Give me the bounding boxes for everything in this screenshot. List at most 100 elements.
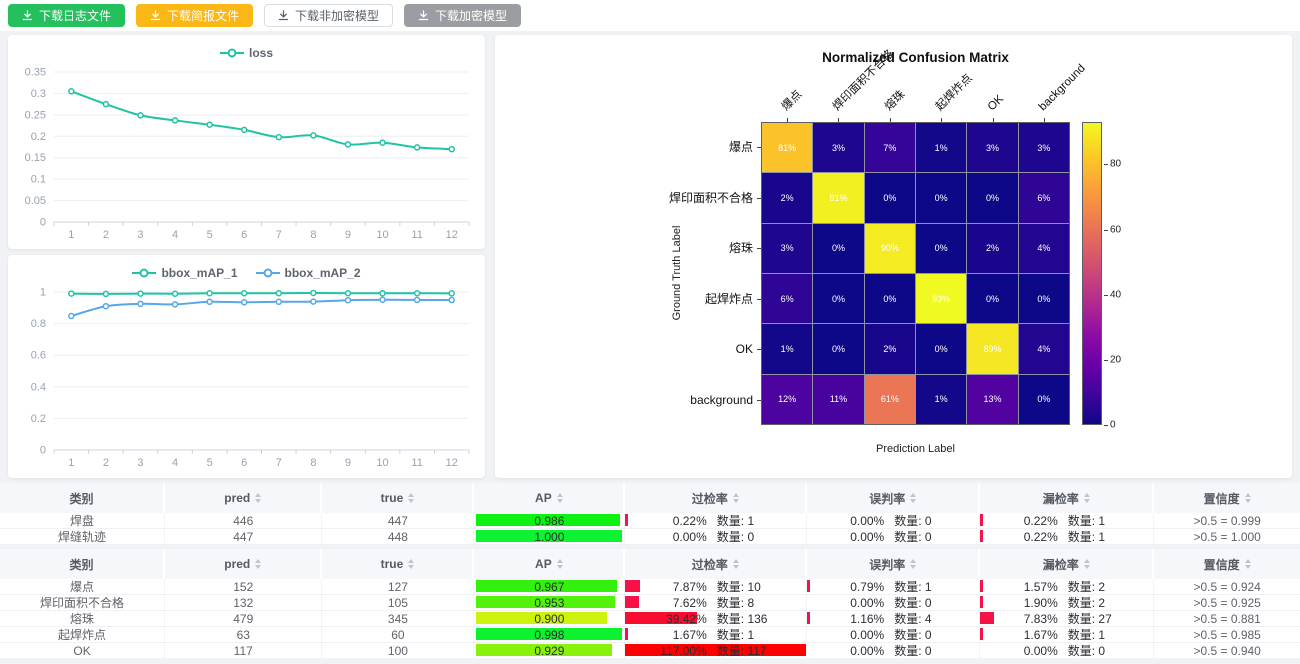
- rate-bar: [807, 612, 811, 624]
- pred-cell: 446: [165, 513, 323, 529]
- download-log-button[interactable]: 下载日志文件: [8, 4, 126, 27]
- rate-cell: 117.00% 数量: 117: [625, 643, 808, 659]
- column-header[interactable]: 漏检率: [980, 549, 1155, 579]
- confusion-matrix-title: Normalized Confusion Matrix: [822, 50, 1009, 65]
- column-header[interactable]: pred: [165, 549, 323, 579]
- column-header[interactable]: true: [322, 483, 475, 513]
- ap-cell: 1.000: [474, 529, 626, 545]
- column-header[interactable]: 误判率: [807, 549, 981, 579]
- rate-percent: 0.00%: [850, 627, 885, 642]
- loss-chart-card: loss 0 0.05 0.1 0.15 0.2 0.25 0.3 0.35 1 2 3 4 5 6 7 8 9…: [8, 35, 485, 249]
- sort-caret-icon[interactable]: [1083, 559, 1090, 569]
- true-cell: 100: [322, 643, 475, 659]
- rate-cell: 1.16% 数量: 4: [807, 611, 981, 627]
- rate-bar: [980, 514, 984, 526]
- button-label: 下载简报文件: [167, 9, 240, 23]
- sort-caret-icon[interactable]: [556, 493, 563, 503]
- sort-caret-icon[interactable]: [910, 559, 917, 569]
- column-header[interactable]: 漏检率: [980, 483, 1155, 513]
- main-content: loss 0 0.05 0.1 0.15 0.2 0.25 0.3 0.35 1 2 3 4 5 6 7 8 9…: [0, 31, 1300, 478]
- svg-text:12: 12: [446, 457, 458, 469]
- table-row: 爆点 152 127 0.967 7.87% 数量: 10 0.79% 数量: 1 1.57% 数…: [0, 579, 1300, 595]
- download-report-button[interactable]: 下载简报文件: [136, 4, 254, 27]
- matrix-cell: 0%: [915, 223, 967, 273]
- matrix-row-label: OK: [735, 342, 753, 357]
- rate-cell: 1.90% 数量: 2: [980, 595, 1155, 611]
- column-header[interactable]: true: [322, 549, 475, 579]
- ap-cell: 0.967: [474, 579, 626, 595]
- matrix-cell: 0%: [813, 273, 864, 324]
- rate-count: 数量: 1: [1067, 530, 1106, 544]
- button-label: 下载非加密模型: [295, 9, 380, 23]
- svg-text:0: 0: [40, 445, 46, 457]
- rate-cell: 7.83% 数量: 27: [980, 611, 1155, 627]
- matrix-cell: 81%: [762, 123, 813, 173]
- prediction-axis-label: Prediction Label: [876, 443, 955, 455]
- rate-cell: 7.62% 数量: 8: [625, 595, 808, 611]
- svg-text:11: 11: [411, 457, 422, 469]
- rate-count: 数量: 1: [716, 628, 755, 642]
- sort-caret-icon[interactable]: [255, 559, 262, 569]
- rate-bar: [980, 530, 984, 542]
- column-header[interactable]: 过检率: [625, 549, 808, 579]
- column-header[interactable]: AP: [474, 483, 626, 513]
- rate-count: 数量: 2: [1067, 580, 1106, 594]
- sort-caret-icon[interactable]: [732, 493, 739, 503]
- colorbar-tick-label: 60: [1110, 224, 1122, 236]
- column-header[interactable]: AP: [474, 549, 626, 579]
- matrix-cell: 89%: [967, 324, 1018, 374]
- sort-caret-icon[interactable]: [910, 493, 917, 503]
- ap-value: 0.967: [534, 579, 565, 594]
- column-header[interactable]: 置信度: [1154, 549, 1300, 579]
- sort-caret-icon[interactable]: [1244, 493, 1251, 503]
- rate-cell: 1.57% 数量: 2: [980, 579, 1155, 595]
- sort-caret-icon[interactable]: [556, 559, 563, 569]
- axis-tick: [757, 147, 761, 149]
- sort-caret-icon[interactable]: [408, 559, 415, 569]
- column-header-label: 置信度: [1203, 491, 1240, 506]
- download-encrypted-model-button[interactable]: 下载加密模型: [404, 4, 522, 27]
- sort-caret-icon[interactable]: [1083, 493, 1090, 503]
- column-header-label: 误判率: [869, 491, 906, 506]
- svg-text:0.1: 0.1: [31, 174, 46, 186]
- button-label: 下载加密模型: [435, 9, 508, 23]
- sort-caret-icon[interactable]: [255, 493, 262, 503]
- sort-caret-icon[interactable]: [1244, 559, 1251, 569]
- column-header-label: true: [380, 491, 404, 505]
- legend-item[interactable]: bbox_mAP_2: [255, 266, 361, 280]
- column-header[interactable]: 误判率: [807, 483, 981, 513]
- axis-tick: [757, 298, 761, 300]
- rate-cell: 39.42% 数量: 136: [625, 611, 808, 627]
- button-label: 下载日志文件: [39, 9, 112, 23]
- legend-item[interactable]: loss: [219, 46, 273, 60]
- sort-caret-icon[interactable]: [408, 493, 415, 503]
- svg-text:5: 5: [207, 457, 213, 469]
- rate-cell: 1.67% 数量: 1: [980, 627, 1155, 643]
- column-header[interactable]: pred: [165, 483, 323, 513]
- column-header-label: 过检率: [691, 491, 728, 506]
- pred-cell: 63: [165, 627, 323, 643]
- rate-count: 数量: 10: [716, 580, 761, 594]
- colorbar-tick: [1104, 164, 1108, 166]
- rate-count: 数量: 0: [716, 530, 755, 544]
- ap-cell: 0.900: [474, 611, 626, 627]
- table-row: 焊盘 446 447 0.986 0.22% 数量: 1 0.00% 数量: 0 0.22% 数量…: [0, 513, 1300, 529]
- download-unencrypted-model-button[interactable]: 下载非加密模型: [264, 4, 394, 27]
- matrix-cell: 0%: [813, 324, 864, 374]
- rate-count: 数量: 136: [716, 612, 768, 626]
- matrix-cell: 0%: [915, 324, 967, 374]
- true-cell: 127: [322, 579, 475, 595]
- matrix-cell: 61%: [864, 374, 915, 424]
- metrics-tables: 类别 pred true AP 过检率 误判率 漏检率 置信度 焊盘 446 447 0.986 0.2…: [0, 483, 1300, 659]
- column-header[interactable]: 置信度: [1154, 483, 1300, 513]
- column-header-label: AP: [535, 557, 552, 571]
- rate-percent: 0.00%: [850, 513, 885, 528]
- rate-cell: 0.22% 数量: 1: [625, 513, 808, 529]
- sort-caret-icon[interactable]: [732, 559, 739, 569]
- pred-cell: 447: [165, 529, 323, 545]
- svg-text:9: 9: [345, 457, 351, 469]
- rate-cell: 0.00% 数量: 0: [807, 529, 981, 545]
- legend-item[interactable]: bbox_mAP_1: [132, 266, 238, 280]
- confidence-cell: >0.5 = 0.999: [1154, 513, 1300, 529]
- column-header[interactable]: 过检率: [625, 483, 808, 513]
